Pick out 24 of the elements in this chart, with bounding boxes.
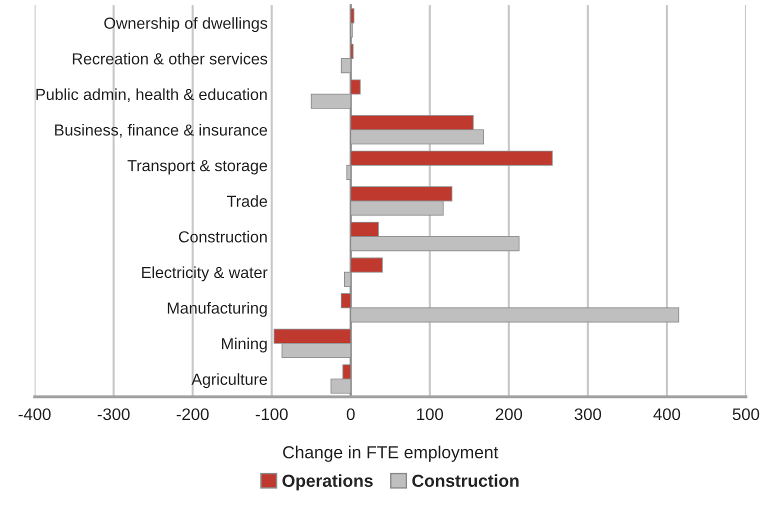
x-tick-label: 100: [417, 408, 444, 420]
y-tick-label: Mining: [222, 338, 267, 352]
y-tick-label: Trade: [227, 195, 268, 207]
y-tick-label: Construction: [178, 230, 267, 243]
x-tick-label: 0: [346, 408, 355, 420]
x-tick-label: -100: [256, 408, 288, 420]
legend-label: Operations: [282, 474, 373, 490]
y-tick-label: Recreation & other services: [72, 52, 268, 64]
x-tick-label: 300: [574, 408, 602, 420]
y-tick-label: Agriculture: [191, 373, 268, 388]
x-tick-label: -200: [176, 408, 209, 420]
x-tick-label: -300: [98, 408, 130, 420]
y-tick-label: Manufacturing: [168, 302, 267, 317]
y-tick-label: Business, finance & insurance: [55, 124, 268, 138]
y-tick-label: Ownership of dwellings: [104, 17, 268, 32]
x-tick-label: 200: [496, 408, 522, 420]
y-tick-label: Electricity & water: [142, 266, 268, 282]
x-axis-title: Change in FTE employment: [283, 446, 498, 462]
legend-label: Construction: [412, 474, 519, 487]
y-tick-label: Public admin, health & education: [36, 88, 267, 102]
y-tick-label: Transport & storage: [128, 160, 268, 174]
x-tick-label: 400: [653, 408, 680, 420]
x-tick-label: 500: [732, 408, 760, 420]
x-tick-label: -400: [18, 408, 51, 420]
